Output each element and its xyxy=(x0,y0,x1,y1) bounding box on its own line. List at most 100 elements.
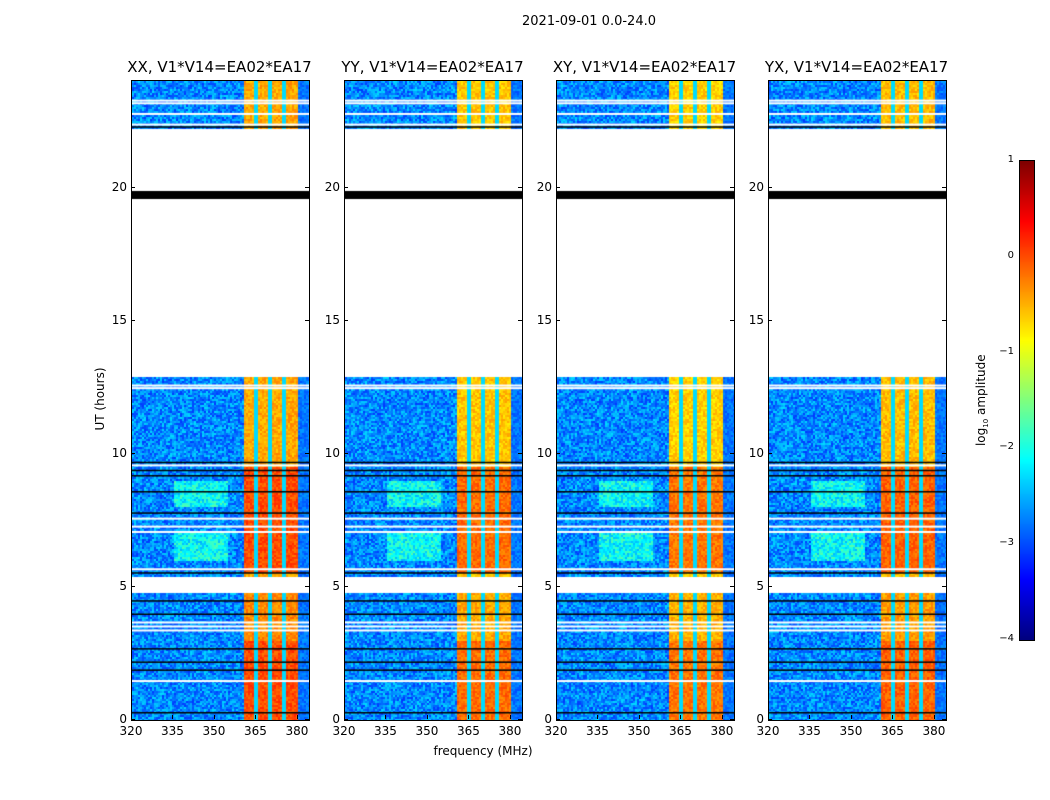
x-tick-mark xyxy=(556,715,557,719)
y-tick-mark xyxy=(344,719,348,720)
x-tick-mark xyxy=(172,715,174,719)
y-tick-label: 20 xyxy=(748,179,764,194)
y-tick-label: 0 xyxy=(119,712,127,726)
x-tick-label: 320 xyxy=(332,724,356,738)
x-tick-label: 350 xyxy=(627,724,651,738)
y-tick-mark xyxy=(556,452,560,454)
y-tick-label: 10 xyxy=(536,445,552,460)
y-tick-mark xyxy=(344,452,348,454)
y-tick-mark xyxy=(131,585,135,587)
y-tick-mark xyxy=(305,585,309,587)
x-tick-mark xyxy=(509,715,511,719)
y-tick-mark xyxy=(942,719,946,720)
y-tick-mark xyxy=(344,585,348,587)
y-tick-mark xyxy=(518,719,522,720)
x-tick-label: 365 xyxy=(244,724,267,738)
x-tick-label: 335 xyxy=(161,724,184,738)
y-tick-label: 15 xyxy=(324,312,340,327)
y-tick-mark xyxy=(730,452,734,454)
x-tick-mark xyxy=(385,715,387,719)
y-tick-mark xyxy=(556,585,560,587)
y-tick-label: 10 xyxy=(111,445,127,460)
panel-title: YX, V1*V14=EA02*EA17 xyxy=(764,58,949,76)
y-tick-mark xyxy=(730,319,734,321)
y-tick-mark xyxy=(131,719,135,720)
colorbar-tick-label: −2 xyxy=(999,441,1014,453)
y-tick-label: 5 xyxy=(544,578,552,593)
x-tick-label: 350 xyxy=(415,724,439,738)
spectrogram-panel xyxy=(344,80,523,721)
x-tick-mark xyxy=(468,715,470,719)
x-tick-label: 365 xyxy=(881,724,904,738)
y-tick-mark xyxy=(942,452,946,454)
x-tick-mark xyxy=(213,715,215,719)
y-tick-label: 15 xyxy=(536,312,552,327)
panel-title: YY, V1*V14=EA02*EA17 xyxy=(341,58,524,76)
y-tick-mark xyxy=(131,186,135,188)
x-tick-label: 365 xyxy=(669,724,692,738)
x-tick-mark xyxy=(296,715,298,719)
y-tick-label: 20 xyxy=(111,179,127,194)
x-axis-label: frequency (MHz) xyxy=(433,744,533,758)
y-tick-label: 5 xyxy=(332,578,340,593)
spectrogram-image xyxy=(769,81,946,720)
y-tick-mark xyxy=(730,186,734,188)
x-tick-label: 335 xyxy=(586,724,609,738)
y-tick-label: 15 xyxy=(111,312,127,327)
x-tick-mark xyxy=(892,715,894,719)
y-tick-mark xyxy=(131,452,135,454)
y-axis-label: UT (hours) xyxy=(93,367,107,431)
y-tick-mark xyxy=(305,319,309,321)
colorbar-tick-label: 0 xyxy=(1007,249,1014,261)
x-tick-label: 380 xyxy=(285,724,309,738)
y-tick-mark xyxy=(942,186,946,188)
colorbar-tick-label: −3 xyxy=(999,537,1014,549)
colorbar-tick-label: −4 xyxy=(999,633,1014,644)
panel-title: XY, V1*V14=EA02*EA17 xyxy=(552,58,737,76)
y-tick-mark xyxy=(730,585,734,587)
y-tick-label: 0 xyxy=(332,712,340,726)
spectrogram-panel xyxy=(768,80,947,721)
y-tick-mark xyxy=(305,452,309,454)
colorbar-tick-label: 1 xyxy=(1007,154,1014,165)
x-tick-label: 335 xyxy=(374,724,397,738)
spectrogram-image xyxy=(132,81,309,720)
x-tick-mark xyxy=(255,715,257,719)
x-tick-label: 350 xyxy=(839,724,863,738)
colorbar xyxy=(1019,160,1035,641)
x-tick-mark xyxy=(680,715,682,719)
x-tick-mark xyxy=(426,715,428,719)
y-tick-mark xyxy=(305,186,309,188)
y-tick-mark xyxy=(305,719,309,720)
x-tick-label: 320 xyxy=(119,724,143,738)
y-tick-mark xyxy=(518,585,522,587)
x-tick-label: 380 xyxy=(498,724,522,738)
y-tick-mark xyxy=(518,452,522,454)
y-tick-mark xyxy=(942,319,946,321)
x-tick-mark xyxy=(933,715,935,719)
x-tick-mark xyxy=(344,715,345,719)
y-tick-mark xyxy=(556,719,560,720)
colorbar-tick-label: −1 xyxy=(999,345,1014,357)
spectrogram-panel xyxy=(131,80,310,721)
y-tick-label: 10 xyxy=(324,445,340,460)
y-tick-label: 20 xyxy=(536,179,552,194)
x-tick-mark xyxy=(809,715,811,719)
x-tick-mark xyxy=(131,715,132,719)
x-tick-label: 350 xyxy=(202,724,226,738)
y-tick-label: 0 xyxy=(756,712,764,726)
x-tick-label: 365 xyxy=(457,724,480,738)
y-tick-label: 5 xyxy=(119,578,127,593)
y-tick-mark xyxy=(344,186,348,188)
figure-title: 2021-09-01 0.0-24.0 xyxy=(522,14,656,29)
x-tick-label: 335 xyxy=(798,724,821,738)
y-tick-mark xyxy=(518,319,522,321)
y-tick-mark xyxy=(730,719,734,720)
x-tick-label: 320 xyxy=(756,724,780,738)
y-tick-mark xyxy=(344,319,348,321)
y-tick-mark xyxy=(768,719,772,720)
y-tick-mark xyxy=(131,319,135,321)
y-tick-label: 20 xyxy=(324,179,340,194)
y-tick-mark xyxy=(942,585,946,587)
y-tick-label: 0 xyxy=(544,712,552,726)
